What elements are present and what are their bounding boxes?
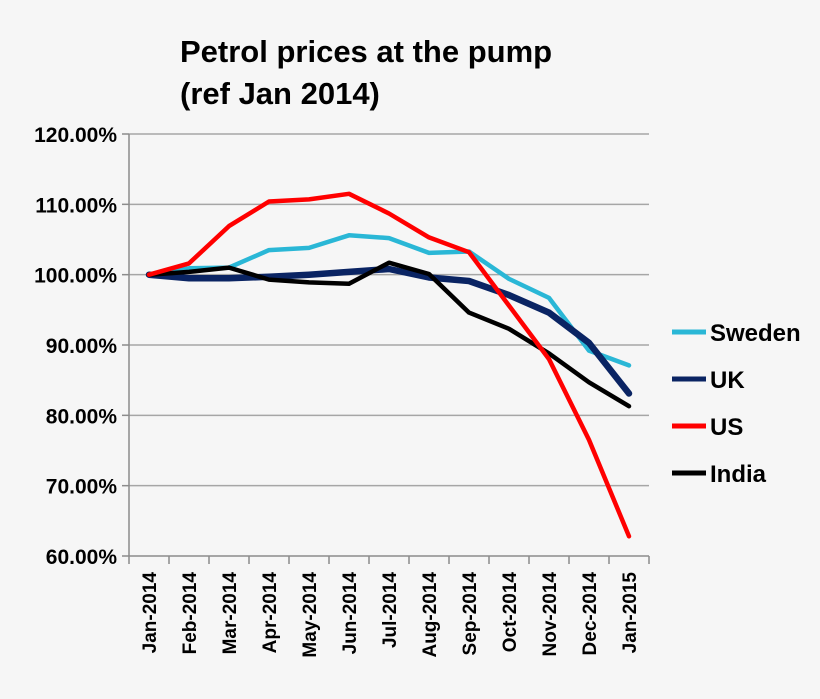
- x-tick-label: Aug-2014: [420, 572, 441, 658]
- legend-label-us: US: [710, 414, 743, 441]
- x-tick-label: Oct-2014: [500, 572, 521, 653]
- y-tick-label: 80.00%: [46, 405, 118, 428]
- x-tick-label: Jan-2014: [140, 572, 161, 654]
- x-tick-label: Apr-2014: [260, 572, 281, 654]
- x-tick-label: Jun-2014: [340, 572, 361, 655]
- x-tick-label: Jan-2015: [620, 572, 641, 654]
- x-tick-label: Mar-2014: [220, 572, 241, 655]
- chart-title-line-2: (ref Jan 2014): [180, 76, 380, 111]
- y-tick-label: 60.00%: [46, 546, 118, 569]
- x-tick-label: Nov-2014: [540, 572, 561, 657]
- y-tick-label: 90.00%: [46, 335, 118, 358]
- series-line-sweden: [146, 233, 632, 368]
- series-line-uk: [145, 265, 633, 397]
- series-line-india: [146, 260, 632, 409]
- x-tick-label: May-2014: [300, 572, 321, 658]
- x-tick-label: Sep-2014: [460, 572, 481, 656]
- x-tick-label: Jul-2014: [380, 572, 401, 648]
- legend-label-uk: UK: [710, 367, 745, 394]
- x-tick-label: Feb-2014: [180, 572, 201, 655]
- series-line-us: [146, 191, 632, 539]
- x-tick-label: Dec-2014: [580, 572, 601, 656]
- legend-label-india: India: [710, 461, 767, 488]
- y-tick-label: 100.00%: [34, 265, 117, 288]
- y-tick-label: 70.00%: [46, 476, 118, 499]
- legend-label-sweden: Sweden: [710, 320, 801, 347]
- chart-title-line-1: Petrol prices at the pump: [180, 34, 552, 69]
- y-tick-label: 120.00%: [34, 124, 117, 147]
- y-tick-label: 110.00%: [35, 194, 117, 217]
